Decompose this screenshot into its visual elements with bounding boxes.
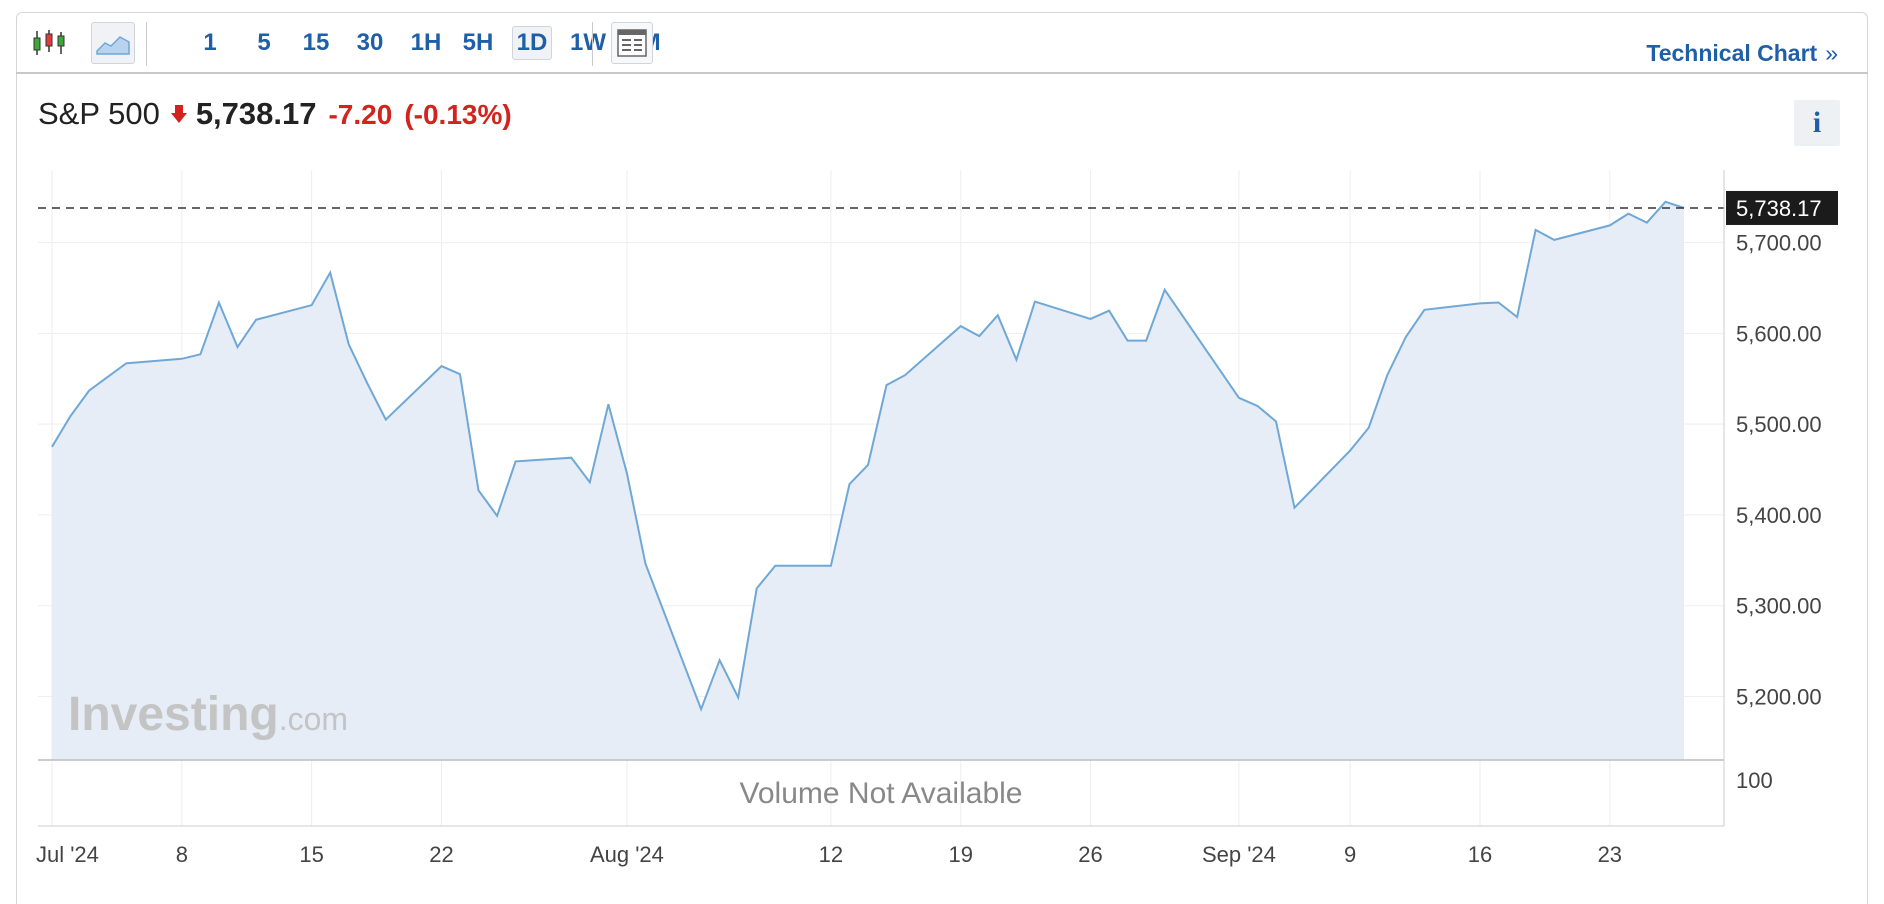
area-chart-icon[interactable] [91, 22, 135, 64]
price-change-percent: (-0.13%) [404, 99, 512, 130]
x-tick-label: 15 [299, 842, 323, 867]
interval-button-1[interactable]: 1 [203, 29, 217, 56]
interval-button-5[interactable]: 5 [257, 29, 271, 56]
chart-toolbar: 1515301H5H1D1W1M Technical Chart» [16, 12, 1868, 74]
interval-button-5h[interactable]: 5H [462, 29, 494, 56]
volume-axis-tick: 100 [1736, 768, 1773, 793]
last-value-label: 5,738.17 [1736, 196, 1822, 221]
last-price: 5,738.17 [195, 96, 317, 131]
chart-layout-icon[interactable] [611, 22, 653, 64]
x-tick-label: 8 [176, 842, 188, 867]
x-tick-label: Jul '24 [36, 842, 99, 867]
x-tick-label: 19 [948, 842, 972, 867]
interval-button-1w[interactable]: 1W [570, 29, 606, 56]
x-tick-label: 23 [1598, 842, 1622, 867]
y-tick-label: 5,200.00 [1736, 684, 1822, 709]
x-tick-label: 26 [1078, 842, 1102, 867]
x-tick-label: 16 [1468, 842, 1492, 867]
interval-button-1d[interactable]: 1D [512, 26, 552, 60]
y-tick-label: 5,700.00 [1736, 231, 1822, 256]
x-tick-label: Sep '24 [1202, 842, 1276, 867]
x-tick-label: 12 [819, 842, 843, 867]
interval-button-1h[interactable]: 1H [410, 29, 442, 56]
interval-button-15[interactable]: 15 [302, 29, 330, 56]
chart-widget-frame [16, 12, 1868, 904]
y-tick-label: 5,500.00 [1736, 412, 1822, 437]
last-value-badge [1726, 190, 1838, 225]
x-tick-label: Aug '24 [590, 842, 664, 867]
interval-button-30[interactable]: 30 [356, 29, 384, 56]
toolbar-separator [592, 22, 593, 66]
toolbar-separator [146, 22, 147, 66]
volume-unavailable-label: Volume Not Available [740, 777, 1023, 810]
candlestick-chart-icon[interactable] [30, 22, 68, 64]
y-tick-label: 5,600.00 [1736, 321, 1822, 346]
price-change: -7.20 [328, 99, 393, 130]
technical-chart-label: Technical Chart [1646, 40, 1818, 66]
price-area-fill [52, 201, 1684, 761]
x-tick-label: 22 [429, 842, 453, 867]
instrument-name: S&P 500 [38, 96, 160, 131]
y-tick-label: 5,400.00 [1736, 503, 1822, 528]
info-button[interactable]: i [1794, 100, 1840, 146]
technical-chart-link[interactable]: Technical Chart » [1646, 40, 1838, 67]
chevron-right-icon: » [1825, 40, 1838, 66]
quote-header: S&P 500 5,738.17 -7.20 (-0.13%) [38, 96, 512, 132]
watermark-logo: Investing.com [68, 688, 348, 741]
y-tick-label: 5,300.00 [1736, 594, 1822, 619]
price-line [51, 200, 1685, 713]
down-arrow-icon [170, 104, 188, 129]
x-tick-label: 9 [1344, 842, 1356, 867]
